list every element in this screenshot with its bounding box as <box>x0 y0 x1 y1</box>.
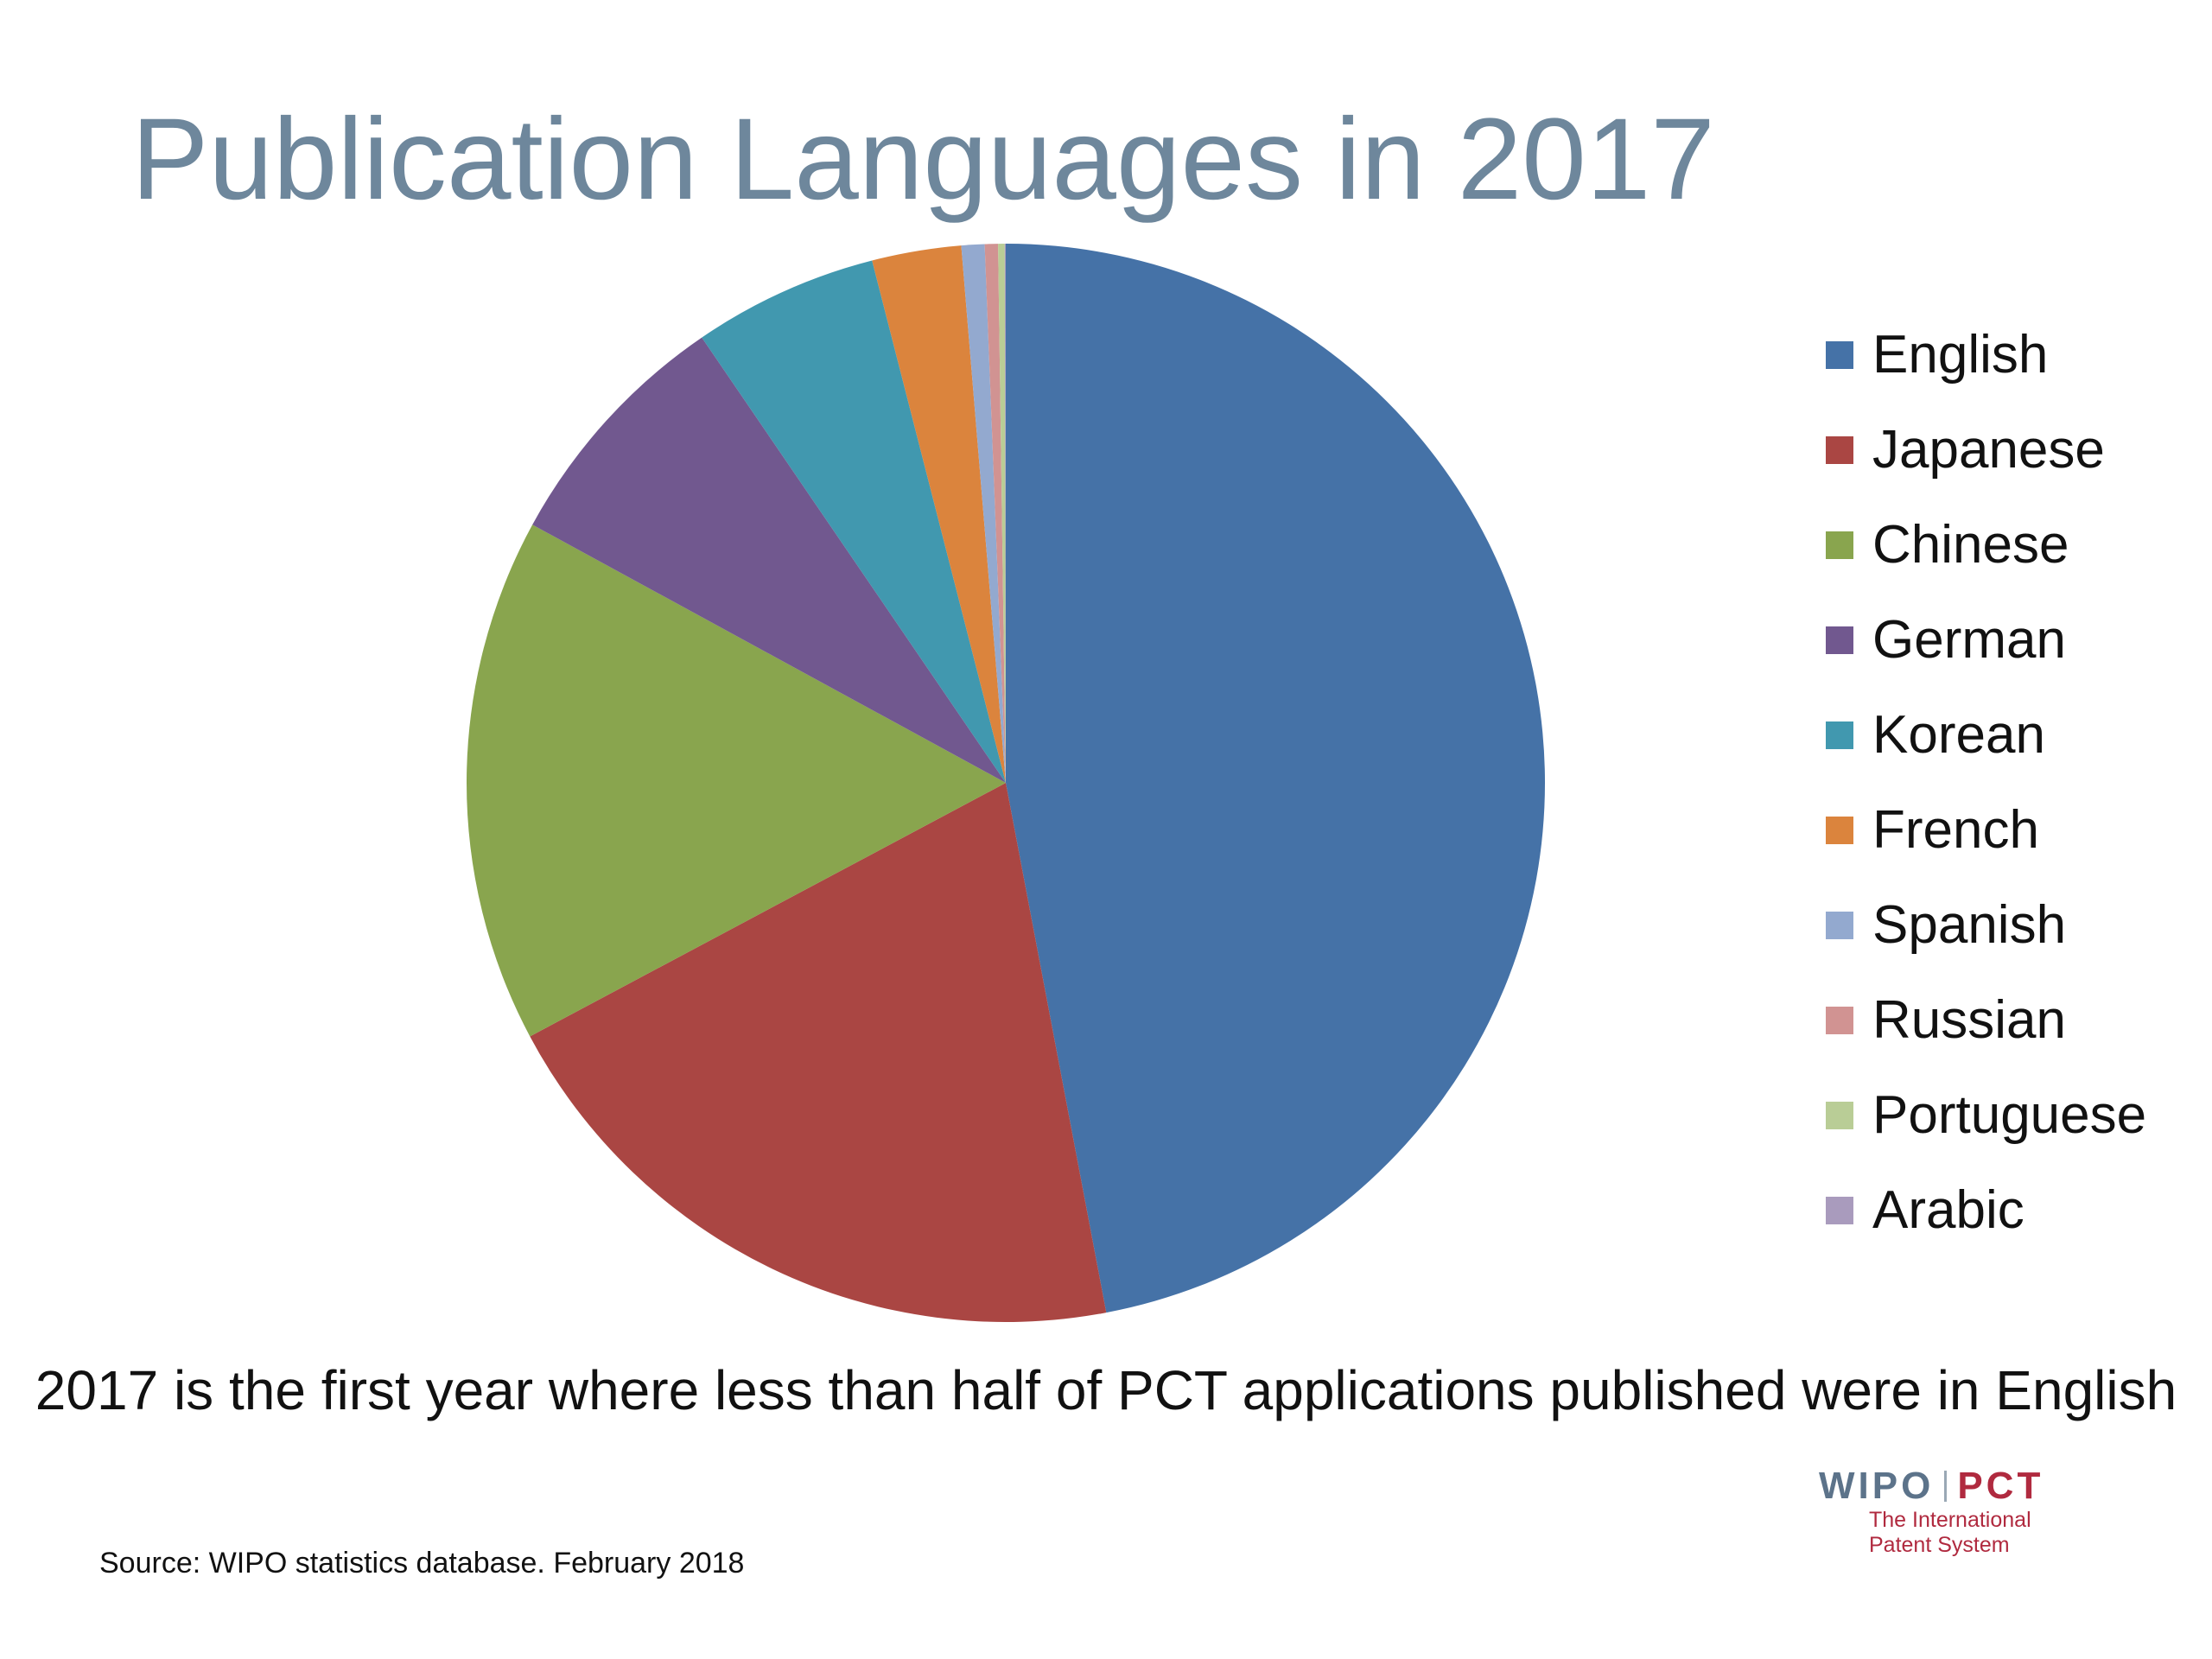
pie-slice-german <box>532 337 1006 784</box>
pie-slice-english <box>1006 244 1546 1313</box>
pie-slice-japanese <box>530 783 1107 1323</box>
legend-label: Japanese <box>1872 420 2105 480</box>
legend-swatch <box>1826 341 1853 369</box>
legend-swatch <box>1826 817 1853 844</box>
logo-pct-text: PCT <box>1957 1465 2044 1507</box>
legend-label: Spanish <box>1872 895 2067 955</box>
legend-label: German <box>1872 610 2066 670</box>
wipo-pct-logo: WIPO PCT The International Patent System <box>1819 1465 2078 1558</box>
chart-title: Publication Languages in 2017 <box>131 95 1715 224</box>
legend-swatch <box>1826 1197 1853 1224</box>
legend-label: Portuguese <box>1872 1085 2147 1145</box>
pie-slice-russian <box>984 244 1006 783</box>
legend-swatch <box>1826 1007 1853 1034</box>
legend-swatch <box>1826 626 1853 654</box>
pie-slice-chinese <box>467 524 1006 1037</box>
logo-wipo-text: WIPO <box>1819 1465 1935 1507</box>
chart-caption: 2017 is the first year where less than h… <box>35 1359 2177 1421</box>
source-note: Source: WIPO statistics database. Februa… <box>99 1547 745 1580</box>
legend-label: Russian <box>1872 990 2066 1050</box>
logo-subtitle-line2: Patent System <box>1869 1533 2010 1557</box>
legend-label: English <box>1872 325 2049 385</box>
logo-divider <box>1944 1471 1948 1502</box>
legend-label: Arabic <box>1872 1180 2024 1240</box>
pie-slice-french <box>872 245 1006 783</box>
legend-swatch <box>1826 912 1853 939</box>
pie-slice-arabic <box>1004 244 1006 783</box>
legend-swatch <box>1826 721 1853 749</box>
logo-subtitle-line1: The International <box>1869 1508 2031 1532</box>
legend-label: French <box>1872 800 2039 860</box>
pie-slice-portuguese <box>998 244 1006 783</box>
pie-slice-spanish <box>961 244 1006 783</box>
pie-slice-korean <box>702 260 1006 783</box>
legend-swatch <box>1826 436 1853 464</box>
legend-label: Chinese <box>1872 515 2069 575</box>
legend-swatch <box>1826 531 1853 559</box>
legend-swatch <box>1826 1102 1853 1129</box>
legend-label: Korean <box>1872 705 2045 765</box>
